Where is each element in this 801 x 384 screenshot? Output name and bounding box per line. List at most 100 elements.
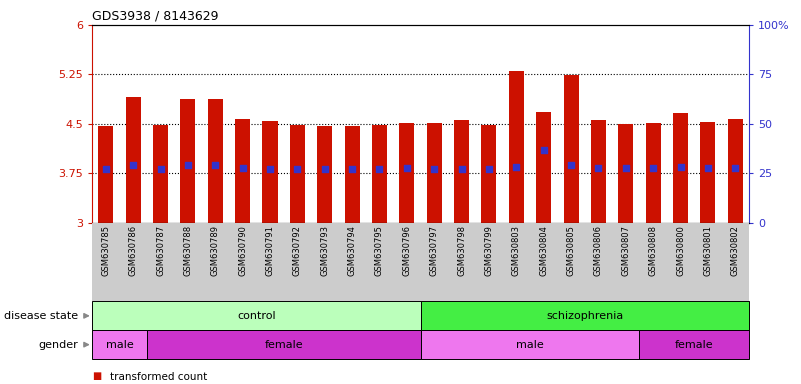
Text: GSM630789: GSM630789 [211,225,219,276]
Bar [344,126,360,223]
Bar [448,223,475,301]
Point [99,166,112,172]
Bar [311,223,339,301]
Bar [126,98,141,223]
Text: gender: gender [38,339,78,350]
Bar [557,223,585,301]
Bar [284,223,311,301]
Point [537,147,550,153]
Point [373,166,386,172]
Text: GSM630793: GSM630793 [320,225,329,276]
Text: GSM630796: GSM630796 [402,225,412,276]
Point [674,164,687,170]
Text: GSM630803: GSM630803 [512,225,521,276]
Text: disease state: disease state [4,311,78,321]
Bar [673,113,688,223]
Bar [92,223,119,301]
Bar [290,125,305,223]
Bar [481,125,497,223]
Bar [536,112,551,223]
Text: transformed count: transformed count [110,372,207,382]
Point [127,162,139,169]
Bar [591,120,606,223]
Bar [99,126,113,223]
Text: control: control [237,311,276,321]
Text: GSM630807: GSM630807 [622,225,630,276]
Text: GSM630801: GSM630801 [703,225,712,276]
Bar [564,75,578,223]
Bar [475,223,503,301]
Bar [666,223,694,301]
Bar [646,122,661,223]
Text: male: male [106,339,133,350]
Text: GSM630785: GSM630785 [101,225,111,276]
Bar [92,301,421,330]
Text: male: male [516,339,544,350]
Point [318,166,331,172]
Bar [393,223,421,301]
Text: GSM630790: GSM630790 [238,225,248,276]
Bar [202,223,229,301]
Bar [639,223,666,301]
Bar [700,122,715,223]
Text: GSM630794: GSM630794 [348,225,356,276]
Text: GSM630804: GSM630804 [539,225,548,276]
Point [291,166,304,172]
Point [346,166,359,172]
Text: GSM630805: GSM630805 [566,225,576,276]
Bar [585,223,612,301]
Bar [503,223,530,301]
Point [236,165,249,171]
Text: GSM630795: GSM630795 [375,225,384,276]
Text: ■: ■ [92,371,102,381]
Point [702,165,714,171]
Text: GSM630792: GSM630792 [293,225,302,276]
Bar [207,99,223,223]
Text: female: female [264,339,303,350]
Bar [180,99,195,223]
Bar [339,223,366,301]
Bar [372,125,387,223]
Text: GSM630791: GSM630791 [265,225,275,276]
Point [182,162,195,169]
Point [646,165,659,171]
Point [209,162,222,169]
Point [510,164,523,170]
Text: GSM630798: GSM630798 [457,225,466,276]
Text: GSM630800: GSM630800 [676,225,685,276]
Bar [317,126,332,223]
Bar [153,125,168,223]
Text: GSM630799: GSM630799 [485,225,493,276]
Bar [694,223,722,301]
Text: GSM630788: GSM630788 [183,225,192,276]
Point [565,162,578,169]
Bar [229,223,256,301]
Bar [263,121,277,223]
Point [264,166,276,172]
Text: GSM630786: GSM630786 [129,225,138,276]
Bar [454,120,469,223]
Text: GSM630802: GSM630802 [731,225,740,276]
Point [400,165,413,171]
Text: GSM630808: GSM630808 [649,225,658,276]
Point [482,166,495,172]
Text: female: female [675,339,714,350]
Point [455,166,468,172]
Bar [92,330,147,359]
Point [729,165,742,171]
Point [619,165,632,171]
Text: schizophrenia: schizophrenia [546,311,623,321]
Bar [175,223,202,301]
Bar [421,223,448,301]
Bar [147,330,421,359]
Bar [728,119,743,223]
Point [428,166,441,172]
Bar [421,330,639,359]
Text: GSM630797: GSM630797 [429,225,439,276]
Bar [366,223,393,301]
Point [592,165,605,171]
Bar [256,223,284,301]
Bar [509,71,524,223]
Text: GSM630787: GSM630787 [156,225,165,276]
Bar [722,223,749,301]
